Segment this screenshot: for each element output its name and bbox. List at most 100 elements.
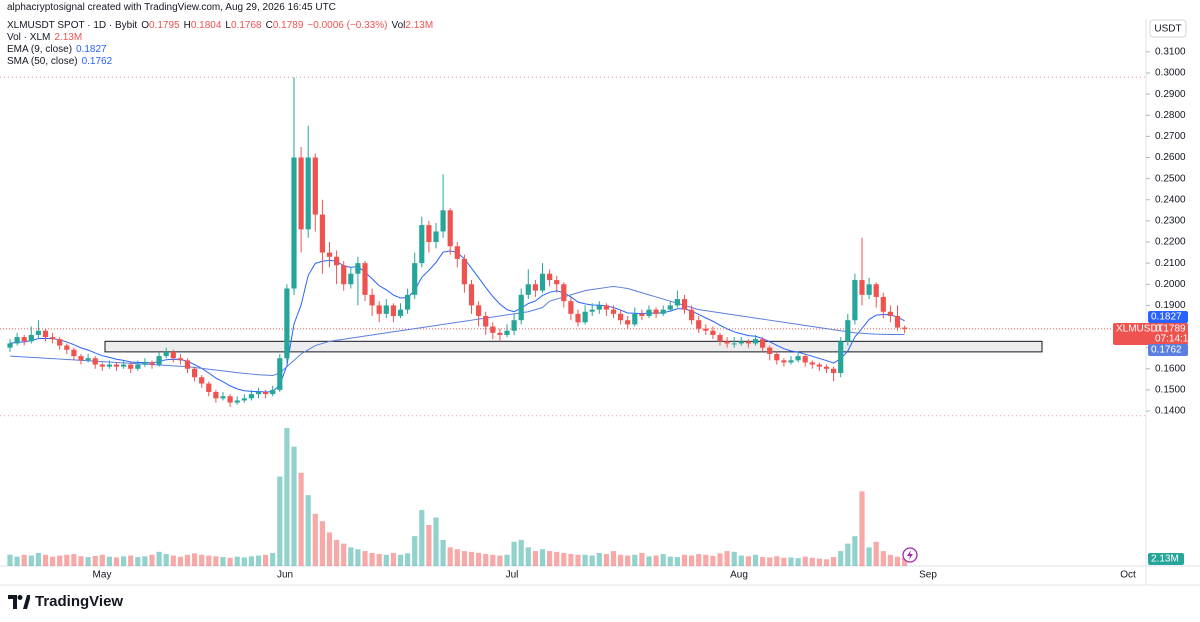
candle-body <box>689 309 695 321</box>
candle-body <box>490 326 496 333</box>
candle-body <box>809 362 815 365</box>
volume-bar <box>14 556 20 566</box>
volume-bar <box>284 428 290 566</box>
candle-body <box>440 210 446 232</box>
x-tick-label: Sep <box>919 570 937 581</box>
volume-bar <box>660 554 666 566</box>
ohlc-key: L <box>225 20 231 31</box>
legend-value: 2.13M <box>54 32 83 43</box>
volume-bar <box>412 536 418 566</box>
candle-body <box>248 394 254 399</box>
candle-body <box>554 280 560 285</box>
volume-bar <box>582 554 588 566</box>
vol-value: 2.13M <box>405 20 434 31</box>
volume-bar <box>454 549 460 566</box>
y-tick-label: 0.1400 <box>1155 406 1186 417</box>
candle-body <box>454 246 460 259</box>
volume-bar <box>248 556 254 566</box>
ohlc-value: 0.1789 <box>272 20 304 31</box>
candle-body <box>745 341 751 344</box>
candle-body <box>106 364 112 367</box>
candle-body <box>603 305 609 310</box>
y-tick-label: 0.2400 <box>1155 194 1186 205</box>
volume-bar <box>610 551 617 566</box>
legend: alphacryptosignal created with TradingVi… <box>7 2 433 68</box>
candle-body <box>121 364 127 367</box>
volume-bar <box>866 547 872 566</box>
ohlc-key: H <box>183 20 191 31</box>
candle-body <box>710 330 716 335</box>
candle-body <box>85 358 91 361</box>
volume-bar <box>738 555 744 566</box>
candle-body <box>681 299 688 310</box>
volume-bar <box>270 552 276 566</box>
candle-body <box>376 305 382 314</box>
y-tick-label: 0.3100 <box>1155 47 1186 58</box>
ohlc-value: 0.1795 <box>149 20 180 31</box>
candle-body <box>42 330 49 338</box>
countdown: 07:14:18 <box>1155 334 1194 345</box>
candle-body <box>894 315 901 328</box>
volume-bar <box>831 557 837 566</box>
candle-body <box>497 332 503 335</box>
volume-bar <box>149 554 155 566</box>
candle-body <box>568 301 574 314</box>
volume-bar <box>809 557 815 566</box>
volume-bar <box>681 554 688 566</box>
candle-body <box>646 309 652 316</box>
candle-body <box>639 313 645 316</box>
volume-bar <box>397 554 404 566</box>
candle-body <box>50 337 56 340</box>
volume-bar <box>156 551 162 566</box>
candle-body <box>21 337 27 342</box>
candle-body <box>618 313 624 321</box>
price-tag-bg <box>1113 323 1188 345</box>
candle-body <box>298 157 304 230</box>
candle-body <box>589 309 595 312</box>
y-tick-label: 0.1600 <box>1155 363 1186 374</box>
volume-bar <box>731 551 737 566</box>
candle-body <box>397 309 404 316</box>
volume-bar <box>263 554 269 566</box>
volume-bar <box>873 541 879 566</box>
candle-body <box>14 337 20 344</box>
y-tick-label: 0.1500 <box>1155 385 1186 396</box>
volume-bar <box>227 557 233 566</box>
volume-bar <box>142 556 148 566</box>
volume-bar <box>419 510 425 566</box>
volume-bar <box>760 557 766 566</box>
volume-bar <box>525 547 531 566</box>
candle-body <box>192 368 198 378</box>
brand-name: TradingView <box>35 593 124 610</box>
legend-name: Vol · XLM <box>7 32 51 43</box>
candle-body <box>504 330 510 335</box>
candle-body <box>355 263 361 274</box>
volume-bar <box>184 554 191 566</box>
ohlc-l: L0.1768 <box>225 20 261 32</box>
candle-body <box>64 345 70 350</box>
vol: Vol2.13M <box>391 20 433 32</box>
candle-body <box>625 320 631 325</box>
volume-bar <box>547 551 553 566</box>
volume-bar <box>57 555 63 566</box>
candle-body <box>838 341 844 374</box>
volume-bar <box>838 551 844 566</box>
candle-body <box>113 364 120 367</box>
volume-bar <box>255 555 262 566</box>
volume-bar <box>518 539 524 566</box>
volume-bar <box>234 556 240 566</box>
candle-body <box>270 389 276 395</box>
candle-body <box>319 214 325 253</box>
volume-bar <box>468 551 475 566</box>
candle-body <box>199 377 205 384</box>
volume-bar <box>603 554 609 566</box>
candle-body <box>774 353 780 361</box>
volume-bar <box>717 553 723 566</box>
candle-body <box>902 327 908 329</box>
volume-bar <box>341 543 347 566</box>
candle-body <box>532 284 538 291</box>
y-tick-label: 0.2200 <box>1155 237 1186 248</box>
candle-body <box>206 383 212 393</box>
